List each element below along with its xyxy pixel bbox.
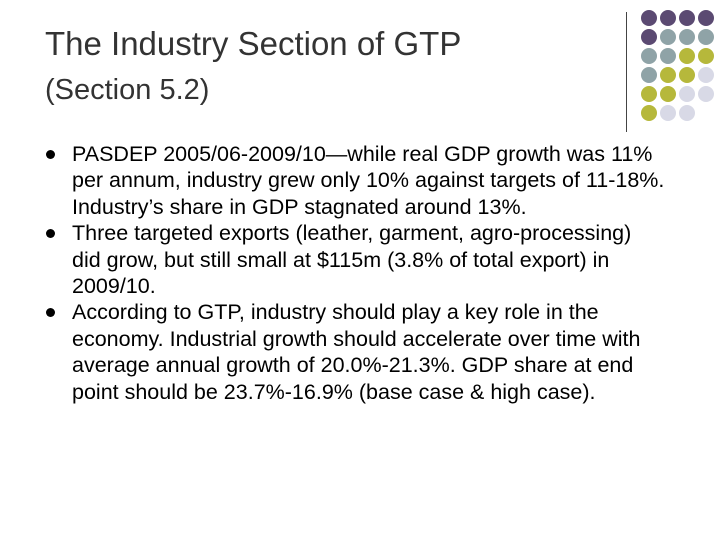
bullet-text-1: PASDEP 2005/06-2009/10—while real GDP gr… xyxy=(72,142,665,219)
decorative-dot-icon xyxy=(679,48,695,64)
bullet-item-3: According to GTP, industry should play a… xyxy=(45,299,665,405)
decorative-dot-icon xyxy=(641,48,657,64)
slide-title: The Industry Section of GTP (Section 5.2… xyxy=(45,22,605,112)
bullet-list: PASDEP 2005/06-2009/10—while real GDP gr… xyxy=(45,141,665,405)
decorative-dot-icon xyxy=(679,10,695,26)
decorative-dot-icon xyxy=(641,105,657,121)
title-line-2: (Section 5.2) xyxy=(45,74,210,106)
bullet-text-3: According to GTP, industry should play a… xyxy=(72,300,641,404)
bullet-dot-icon xyxy=(46,308,55,318)
decorative-dot-icon xyxy=(660,29,676,45)
decorative-dot-icon xyxy=(698,10,714,26)
bullet-item-2: Three targeted exports (leather, garment… xyxy=(45,220,665,299)
decorative-dot-icon xyxy=(679,86,695,102)
decorative-dot-icon xyxy=(660,105,676,121)
decorative-dot-icon xyxy=(679,67,695,83)
bullet-dot-icon xyxy=(46,150,55,159)
decorative-dot-icon xyxy=(698,48,714,64)
decorative-dot-icon xyxy=(660,67,676,83)
title-divider-line xyxy=(626,12,627,132)
decorative-dot-icon xyxy=(698,86,714,102)
decorative-dot-icon xyxy=(641,29,657,45)
decorative-dot-icon xyxy=(679,105,695,121)
bullet-dot-icon xyxy=(46,229,55,239)
decorative-dot-icon xyxy=(660,10,676,26)
decorative-dot-icon xyxy=(641,67,657,83)
decorative-dot-icon xyxy=(660,86,676,102)
decorative-dot-icon xyxy=(698,29,714,45)
decorative-dot-icon xyxy=(641,86,657,102)
decorative-dot-grid xyxy=(641,10,720,121)
bullet-text-2: Three targeted exports (leather, garment… xyxy=(72,221,632,299)
decorative-dot-icon xyxy=(679,29,695,45)
decorative-dot-icon xyxy=(698,67,714,83)
decorative-dot-icon xyxy=(660,48,676,64)
bullet-item-1: PASDEP 2005/06-2009/10—while real GDP gr… xyxy=(45,141,665,220)
title-line-1: The Industry Section of GTP xyxy=(45,25,462,62)
decorative-dot-icon xyxy=(641,10,657,26)
